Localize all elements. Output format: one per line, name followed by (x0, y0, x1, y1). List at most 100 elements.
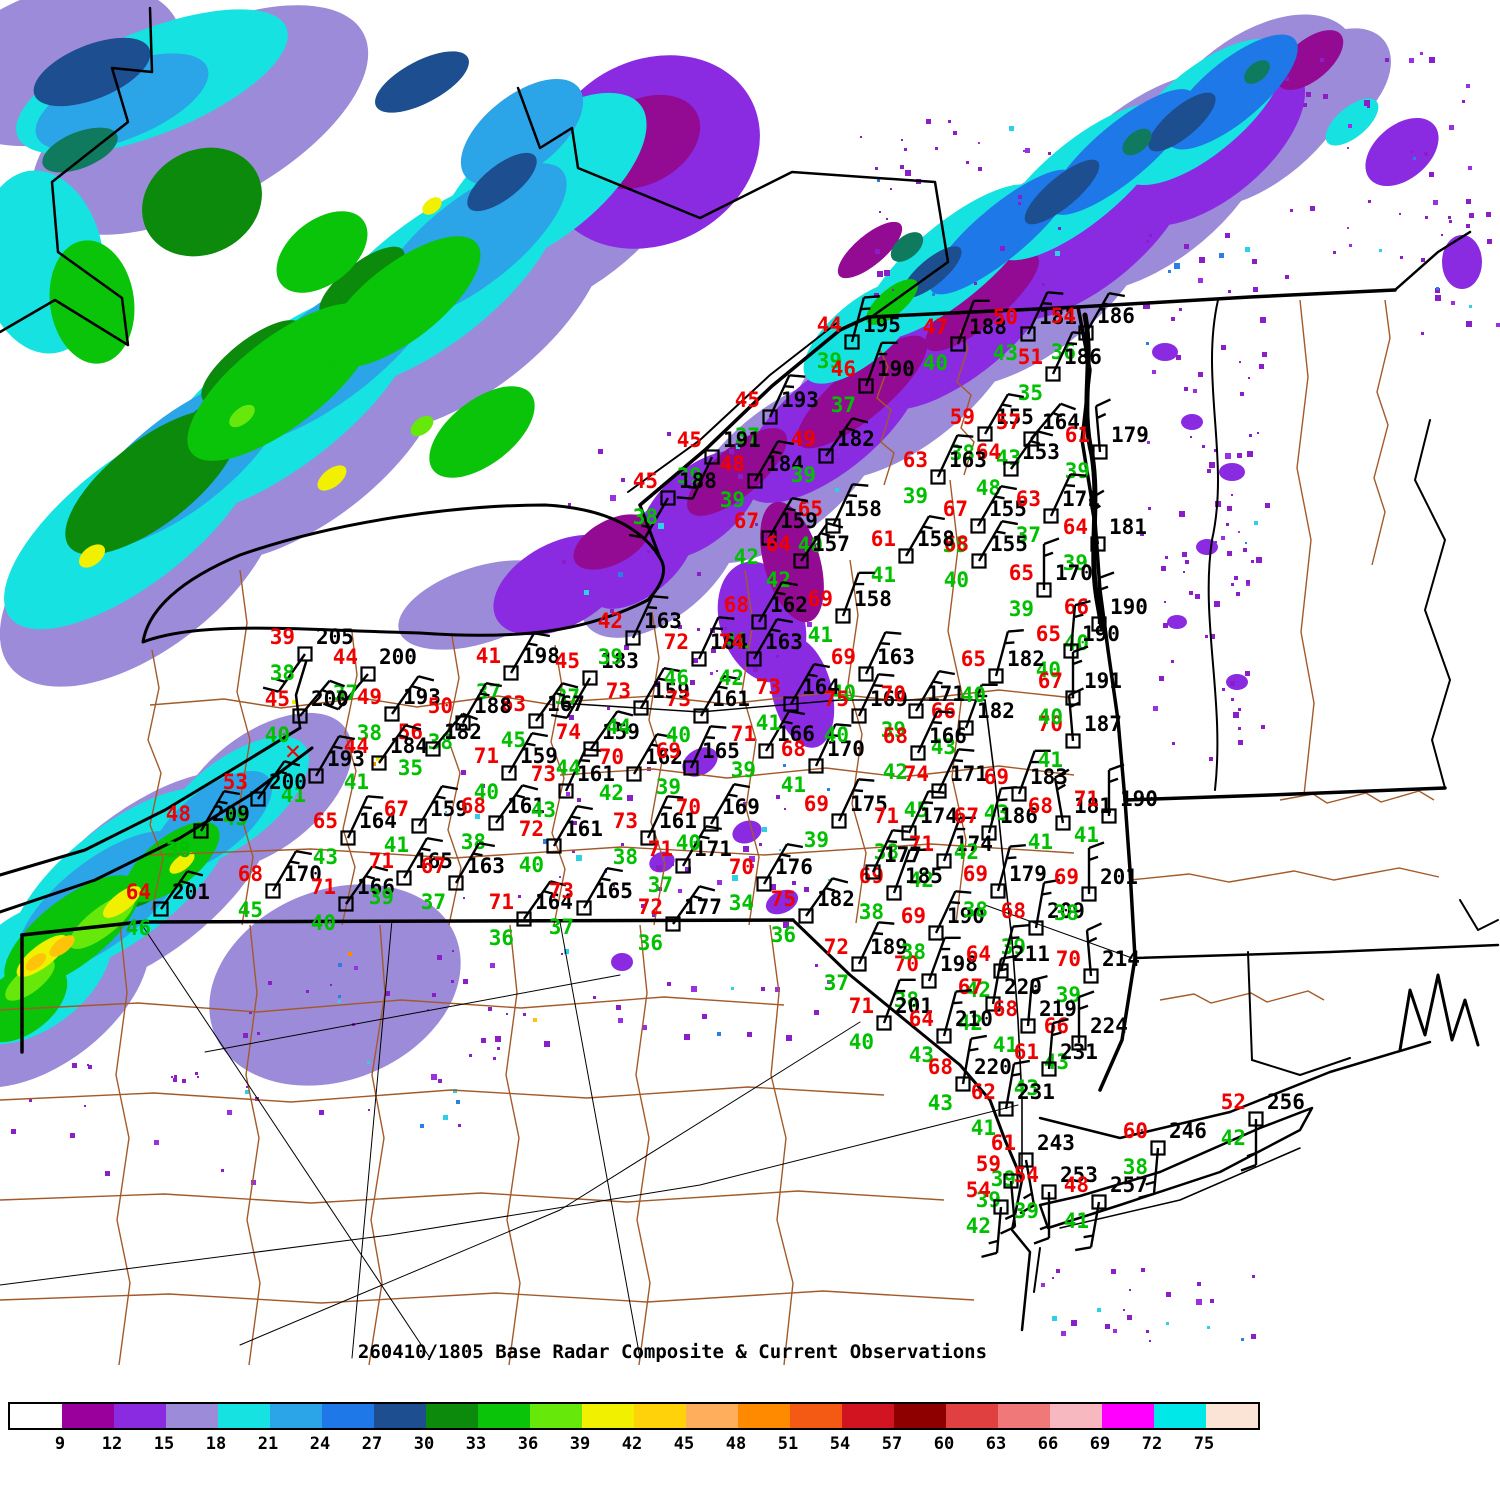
station-dewpoint: 39 (1056, 983, 1081, 1007)
station-dewpoint: 45 (223, 806, 248, 830)
station-temp: 67 (958, 975, 983, 999)
station-square (193, 823, 209, 839)
colorbar-label: 24 (309, 1434, 331, 1454)
station-temp: 74 (719, 630, 744, 654)
station-pressure: 159 (602, 720, 640, 744)
station-pressure: 163 (644, 609, 682, 633)
station-square (988, 668, 1004, 684)
station-dewpoint: 39 (881, 718, 906, 742)
station-dewpoint: 39 (804, 828, 829, 852)
station-square (396, 870, 412, 886)
station-dewpoint: 45 (501, 728, 526, 752)
station-dewpoint: 42 (966, 1214, 991, 1238)
station-plot: 54 42 (966, 1178, 1009, 1259)
station-square (844, 334, 860, 350)
station-temp: 71 (849, 994, 874, 1018)
station-pressure: 187 (1084, 712, 1122, 736)
station-pressure: 246 (1169, 1119, 1207, 1143)
station-pressure: 182 (817, 887, 855, 911)
station-plot: 70 187 41 (1038, 687, 1122, 772)
station-pressure: 158 (917, 527, 955, 551)
station-pressure: 198 (940, 952, 978, 976)
station-plot: 68 161 38 (461, 784, 545, 854)
station-temp: 48 (1064, 1173, 1089, 1197)
station-plot: 49 193 38 (357, 675, 441, 745)
station-plot: 75 182 36 (771, 877, 855, 947)
station-square (297, 646, 313, 662)
station-dewpoint: 38 (963, 898, 988, 922)
station-square (851, 708, 867, 724)
station-temp: 70 (894, 952, 919, 976)
station-square (747, 473, 763, 489)
station-pressure: 157 (812, 532, 850, 556)
station-pressure: 210 (955, 1007, 993, 1031)
colorbar-label: 75 (1193, 1434, 1215, 1454)
station-dewpoint: 41 (724, 629, 749, 653)
station-dewpoint: 38 (613, 845, 638, 869)
station-pressure: 179 (1009, 862, 1047, 886)
station-pressure: 174 (920, 804, 958, 828)
station-temp: 61 (1065, 423, 1090, 447)
station-square (831, 813, 847, 829)
station-temp: 67 (1038, 669, 1063, 693)
station-plot: 68 219 41 (993, 974, 1077, 1057)
station-plot: 64 210 43 (909, 989, 993, 1067)
station-dewpoint: 40 (265, 723, 290, 747)
station-plot: 53 200 45 (223, 760, 307, 830)
station-plot: 68 220 43 (928, 1034, 1012, 1115)
station-square (633, 700, 649, 716)
station-pressure: 162 (645, 745, 683, 769)
station-square (901, 825, 917, 841)
station-square (488, 815, 504, 831)
station-temp: 59 (976, 1152, 1001, 1176)
station-pressure: 163 (877, 645, 915, 669)
station-pressure: 166 (777, 722, 815, 746)
station-temp: 59 (950, 405, 975, 429)
station-plot: 67 155 35 (943, 485, 1027, 557)
station-dewpoint: 40 (311, 911, 336, 935)
colorbar-segment (114, 1404, 166, 1428)
station-plot: 71 171 37 (648, 825, 732, 897)
station-temp: 48 (720, 452, 745, 476)
station-pressure: 183 (1030, 765, 1068, 789)
station-pressure: 186 (1097, 304, 1135, 328)
station-temp: 70 (729, 855, 754, 879)
station-temp: 48 (166, 802, 191, 826)
station-dewpoint: 39 (1014, 1199, 1039, 1223)
station-dewpoint: 42 (599, 781, 624, 805)
station-temp: 74 (556, 720, 581, 744)
station-plot: 71 190 41 (1074, 763, 1158, 847)
station-dewpoint: 35 (943, 533, 968, 557)
station-plot: 69 158 41 (808, 571, 892, 647)
station-square (1028, 920, 1044, 936)
station-square (1092, 444, 1108, 460)
station-pressure: 188 (969, 315, 1007, 339)
colorbar-segment (582, 1404, 634, 1428)
station-temp: 73 (756, 675, 781, 699)
station-pressure: 165 (702, 739, 740, 763)
station-pressure: 201 (895, 994, 933, 1018)
station-plot: 71 165 39 (369, 837, 453, 909)
station-pressure: 163 (949, 448, 987, 472)
station-dewpoint: 41 (1028, 830, 1053, 854)
station-square (528, 713, 544, 729)
colorbar-segment (270, 1404, 322, 1428)
station-temp: 75 (824, 687, 849, 711)
station-pressure: 231 (1017, 1080, 1055, 1104)
station-temp: 73 (531, 762, 556, 786)
station-square (625, 630, 641, 646)
station-pressure: 171 (1062, 487, 1100, 511)
station-pressure: 193 (781, 388, 819, 412)
station-temp: 45 (265, 687, 290, 711)
station-temp: 72 (638, 895, 663, 919)
station-dewpoint: 41 (384, 833, 409, 857)
station-dewpoint: 36 (771, 923, 796, 947)
station-pressure: 158 (844, 497, 882, 521)
station-square (1043, 508, 1059, 524)
station-square (758, 743, 774, 759)
